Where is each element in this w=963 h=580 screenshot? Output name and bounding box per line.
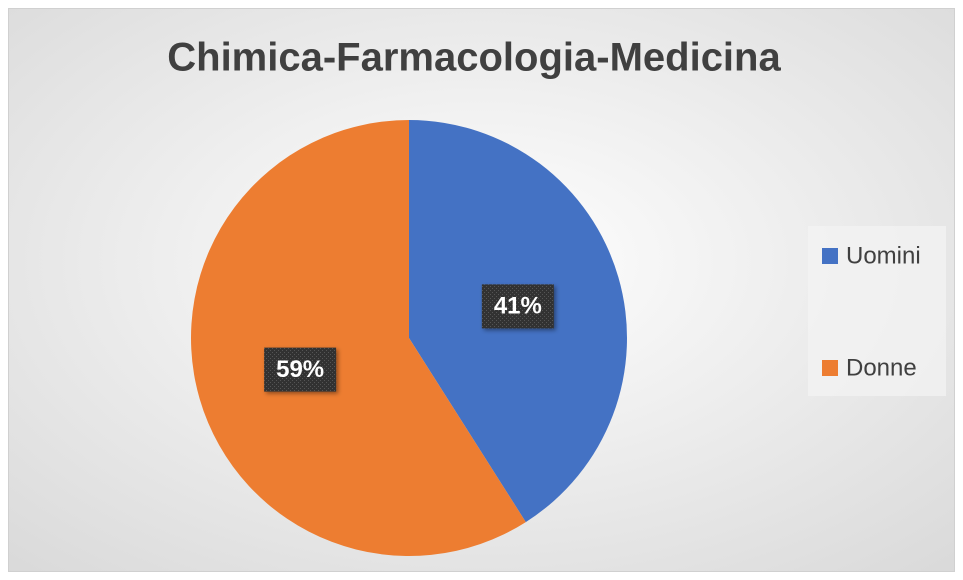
- data-label-box: [481, 284, 554, 329]
- data-label: 59%: [276, 356, 324, 383]
- legend-label: Donne: [846, 354, 917, 381]
- data-label-box: [264, 347, 337, 392]
- legend-swatch: [822, 360, 838, 376]
- pie-slice: [190, 120, 526, 556]
- chart-title: Chimica-Farmacologia-Medicina: [167, 36, 781, 80]
- legend-label: Uomini: [846, 242, 921, 269]
- legend-swatch: [822, 248, 838, 264]
- data-label: 41%: [494, 293, 542, 320]
